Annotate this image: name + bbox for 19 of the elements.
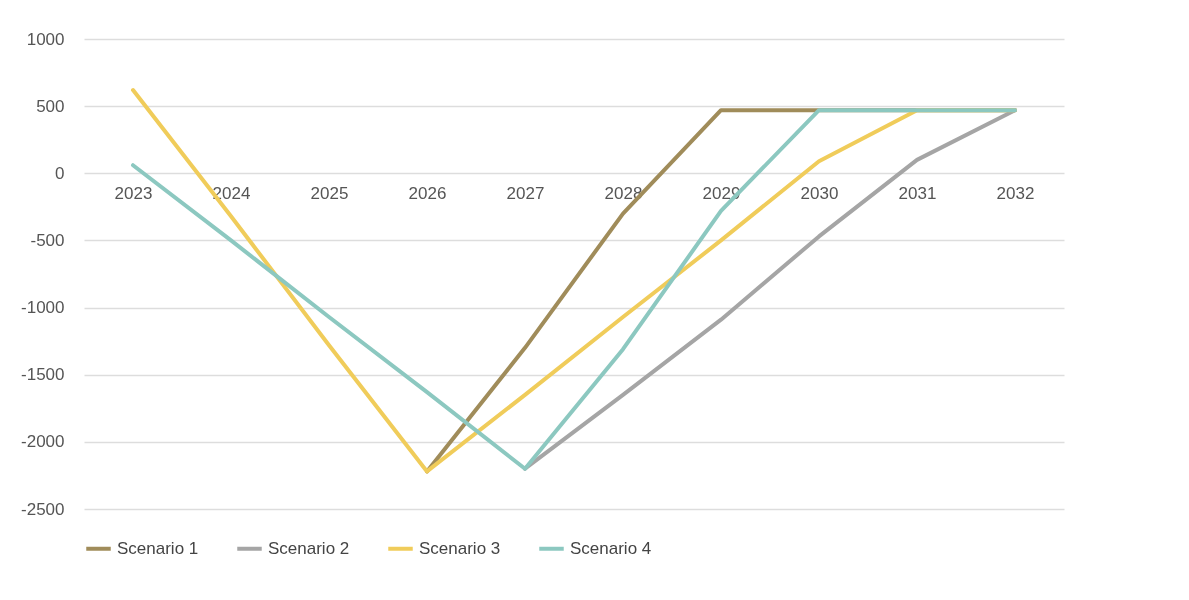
y-tick-label: 1000 (26, 29, 65, 49)
y-tick-label: 0 (55, 163, 65, 183)
y-tick-label: -2500 (21, 499, 65, 519)
legend-label: Scenario 1 (117, 538, 199, 558)
legend-label: Scenario 3 (419, 538, 501, 558)
legend-label: Scenario 2 (268, 538, 350, 558)
x-tick-label: 2027 (506, 183, 545, 203)
x-tick-label: 2032 (996, 183, 1035, 203)
x-tick-label: 2031 (898, 183, 937, 203)
x-tick-label: 2026 (408, 183, 447, 203)
y-tick-label: -2000 (21, 432, 65, 452)
x-tick-label: 2023 (114, 183, 153, 203)
x-tick-label: 2030 (800, 183, 839, 203)
y-tick-label: -1500 (21, 365, 65, 385)
legend-label: Scenario 4 (570, 538, 652, 558)
y-tick-label: -500 (30, 230, 65, 250)
y-tick-label: 500 (36, 96, 65, 116)
x-tick-label: 2025 (310, 183, 349, 203)
y-tick-label: -1000 (21, 298, 65, 318)
